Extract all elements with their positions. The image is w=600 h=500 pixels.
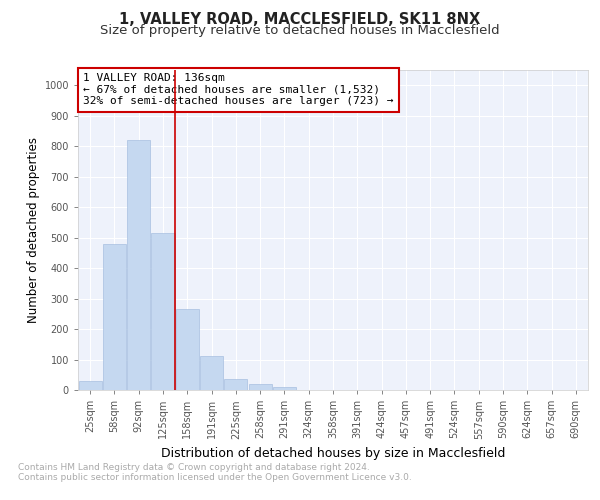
- Text: Contains HM Land Registry data © Crown copyright and database right 2024.: Contains HM Land Registry data © Crown c…: [18, 464, 370, 472]
- Text: 1, VALLEY ROAD, MACCLESFIELD, SK11 8NX: 1, VALLEY ROAD, MACCLESFIELD, SK11 8NX: [119, 12, 481, 28]
- Bar: [176, 309, 199, 390]
- Text: Size of property relative to detached houses in Macclesfield: Size of property relative to detached ho…: [100, 24, 500, 37]
- Text: 1 VALLEY ROAD: 136sqm
← 67% of detached houses are smaller (1,532)
32% of semi-d: 1 VALLEY ROAD: 136sqm ← 67% of detached …: [83, 73, 394, 106]
- Bar: [79, 381, 101, 390]
- Bar: [224, 380, 247, 390]
- Bar: [127, 140, 150, 390]
- Y-axis label: Number of detached properties: Number of detached properties: [28, 137, 40, 323]
- Text: Contains public sector information licensed under the Open Government Licence v3: Contains public sector information licen…: [18, 473, 412, 482]
- X-axis label: Distribution of detached houses by size in Macclesfield: Distribution of detached houses by size …: [161, 447, 505, 460]
- Bar: [273, 387, 296, 390]
- Bar: [200, 356, 223, 390]
- Bar: [151, 233, 175, 390]
- Bar: [103, 244, 126, 390]
- Bar: [248, 384, 272, 390]
